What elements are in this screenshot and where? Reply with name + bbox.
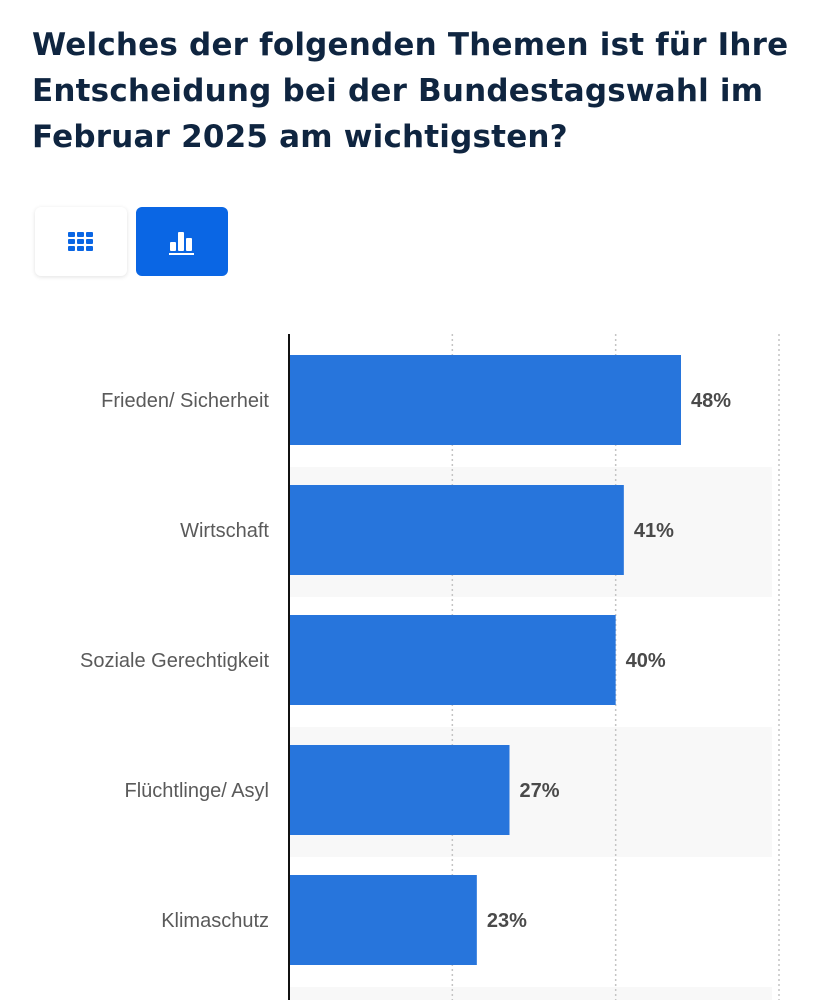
category-label: Wirtschaft [180,520,269,542]
chart-view-button[interactable] [136,207,228,276]
row-stripe [289,987,772,1000]
table-view-button[interactable] [35,207,127,276]
bar [289,615,616,705]
category-label: Soziale Gerechtigkeit [80,650,269,672]
page-title: Welches der folgenden Themen ist für Ihr… [32,27,789,155]
value-label: 40% [626,650,666,672]
bar-chart-icon [169,231,194,255]
value-label: 23% [487,910,527,932]
value-label: 27% [520,780,560,802]
bar [289,875,477,965]
bar [289,485,624,575]
category-label: Flüchtlinge/ Asyl [124,780,269,802]
value-label: 41% [634,520,674,542]
grid-table-icon [68,231,93,251]
bar [289,745,510,835]
category-label: Klimaschutz [161,910,269,932]
category-label: Frieden/ Sicherheit [101,390,269,412]
value-label: 48% [691,390,731,412]
bar [289,355,681,445]
